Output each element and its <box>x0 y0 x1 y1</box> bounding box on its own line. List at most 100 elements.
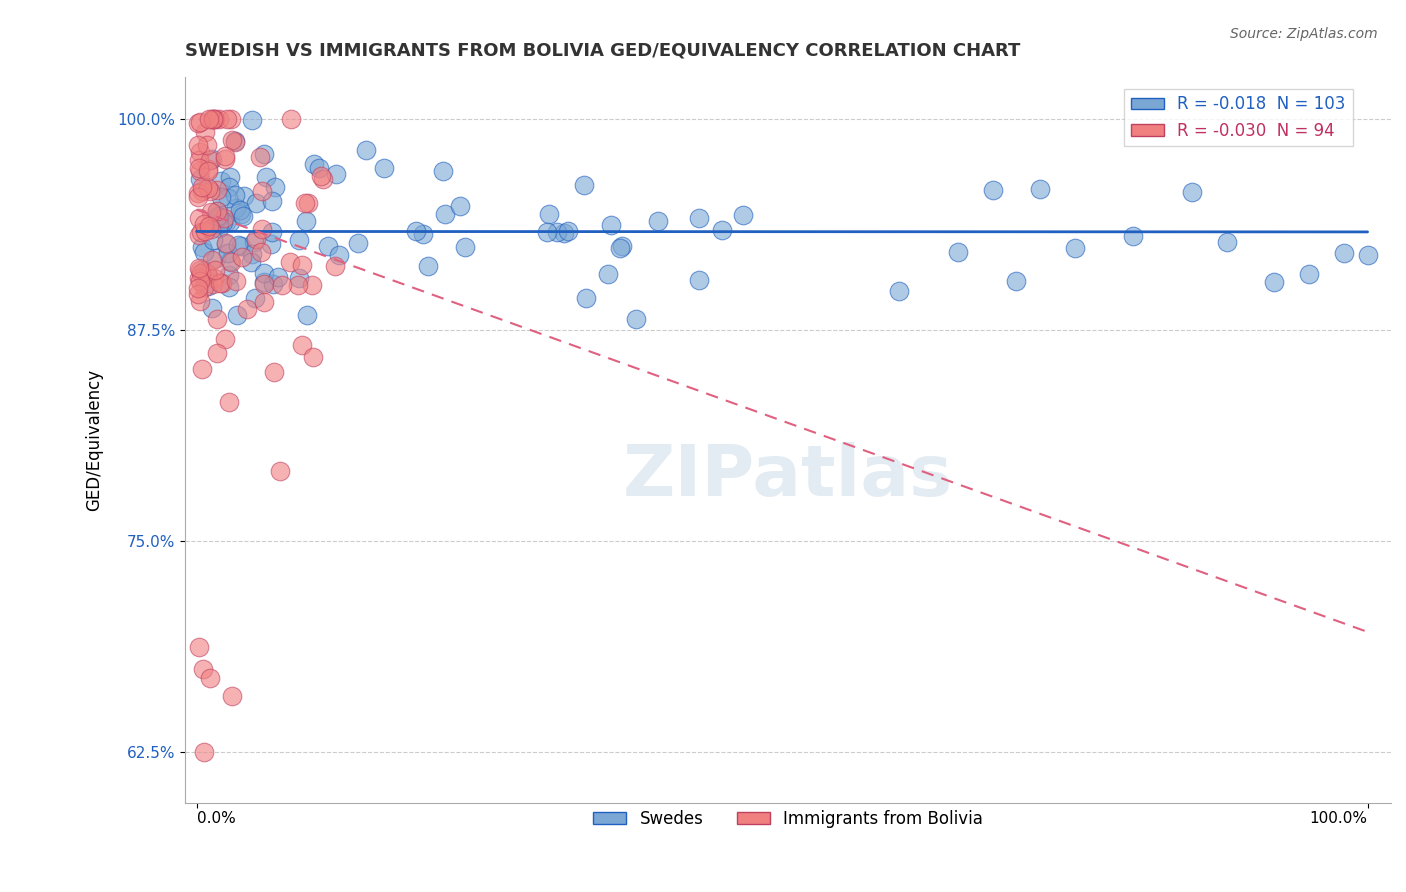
Immigrants from Bolivia <box>200 204 222 219</box>
Swedes <box>264 180 287 194</box>
Swedes <box>405 224 427 238</box>
Swedes <box>1333 245 1355 260</box>
Immigrants from Bolivia <box>191 662 214 676</box>
Swedes <box>432 163 454 178</box>
Immigrants from Bolivia <box>250 244 273 259</box>
Immigrants from Bolivia <box>249 150 271 164</box>
Immigrants from Bolivia <box>301 278 323 293</box>
Swedes <box>609 241 631 255</box>
Swedes <box>1063 241 1085 255</box>
Immigrants from Bolivia <box>188 145 211 159</box>
Immigrants from Bolivia <box>187 116 209 130</box>
Immigrants from Bolivia <box>197 180 219 194</box>
Swedes <box>710 223 733 237</box>
Immigrants from Bolivia <box>193 218 215 232</box>
Immigrants from Bolivia <box>291 338 314 352</box>
Immigrants from Bolivia <box>195 137 218 152</box>
Immigrants from Bolivia <box>205 203 228 218</box>
Swedes <box>262 277 284 292</box>
Swedes <box>262 194 284 208</box>
Swedes <box>260 236 283 251</box>
Swedes <box>229 239 252 253</box>
Immigrants from Bolivia <box>291 258 314 272</box>
Swedes <box>328 248 350 262</box>
Swedes <box>1122 228 1144 243</box>
Swedes <box>240 113 263 128</box>
Swedes <box>215 215 238 229</box>
Swedes <box>191 240 214 254</box>
Immigrants from Bolivia <box>235 301 257 316</box>
Immigrants from Bolivia <box>221 133 243 147</box>
Swedes <box>208 217 231 231</box>
Swedes <box>454 240 477 254</box>
Text: Source: ZipAtlas.com: Source: ZipAtlas.com <box>1230 27 1378 41</box>
Immigrants from Bolivia <box>208 276 231 290</box>
Immigrants from Bolivia <box>208 112 231 126</box>
Swedes <box>260 225 283 239</box>
Immigrants from Bolivia <box>198 184 221 198</box>
Immigrants from Bolivia <box>190 267 212 281</box>
Immigrants from Bolivia <box>221 689 243 703</box>
Immigrants from Bolivia <box>201 252 224 267</box>
Immigrants from Bolivia <box>190 225 212 239</box>
Immigrants from Bolivia <box>205 183 228 197</box>
Swedes <box>288 233 311 247</box>
Swedes <box>1357 248 1379 262</box>
Immigrants from Bolivia <box>198 219 221 234</box>
Swedes <box>325 167 347 181</box>
Immigrants from Bolivia <box>198 112 221 126</box>
Immigrants from Bolivia <box>188 211 211 226</box>
Immigrants from Bolivia <box>188 294 211 309</box>
Swedes <box>229 207 252 221</box>
Swedes <box>647 214 669 228</box>
Immigrants from Bolivia <box>187 270 209 285</box>
Swedes <box>243 291 266 305</box>
Immigrants from Bolivia <box>204 263 226 277</box>
Swedes <box>1005 274 1028 288</box>
Swedes <box>1216 235 1239 250</box>
Immigrants from Bolivia <box>187 287 209 301</box>
Swedes <box>218 179 240 194</box>
Immigrants from Bolivia <box>271 277 294 292</box>
Immigrants from Bolivia <box>201 112 224 126</box>
Swedes <box>575 291 598 305</box>
Swedes <box>946 244 969 259</box>
Immigrants from Bolivia <box>191 180 214 194</box>
Swedes <box>228 202 250 217</box>
Swedes <box>245 196 267 211</box>
Swedes <box>201 301 224 315</box>
Immigrants from Bolivia <box>201 277 224 292</box>
Immigrants from Bolivia <box>202 271 225 285</box>
Swedes <box>205 204 228 219</box>
Immigrants from Bolivia <box>214 149 236 163</box>
Swedes <box>626 312 648 326</box>
Swedes <box>207 211 229 225</box>
Immigrants from Bolivia <box>212 211 235 225</box>
Immigrants from Bolivia <box>188 640 211 655</box>
Swedes <box>1263 276 1285 290</box>
Swedes <box>202 234 225 248</box>
Immigrants from Bolivia <box>218 395 240 409</box>
Immigrants from Bolivia <box>278 254 301 268</box>
Immigrants from Bolivia <box>301 350 323 364</box>
Swedes <box>346 235 368 250</box>
Immigrants from Bolivia <box>219 112 242 126</box>
Swedes <box>218 253 240 268</box>
Swedes <box>219 169 242 184</box>
Swedes <box>218 268 240 283</box>
Swedes <box>207 209 229 223</box>
Swedes <box>412 227 434 241</box>
Immigrants from Bolivia <box>231 250 253 264</box>
Swedes <box>193 264 215 278</box>
Swedes <box>253 275 276 289</box>
Immigrants from Bolivia <box>269 464 291 478</box>
Swedes <box>981 183 1004 197</box>
Swedes <box>688 211 710 226</box>
Swedes <box>599 219 621 233</box>
Swedes <box>304 157 326 171</box>
Swedes <box>219 215 242 229</box>
Swedes <box>297 308 319 322</box>
Swedes <box>239 255 262 269</box>
Immigrants from Bolivia <box>250 184 273 198</box>
Swedes <box>218 280 240 294</box>
